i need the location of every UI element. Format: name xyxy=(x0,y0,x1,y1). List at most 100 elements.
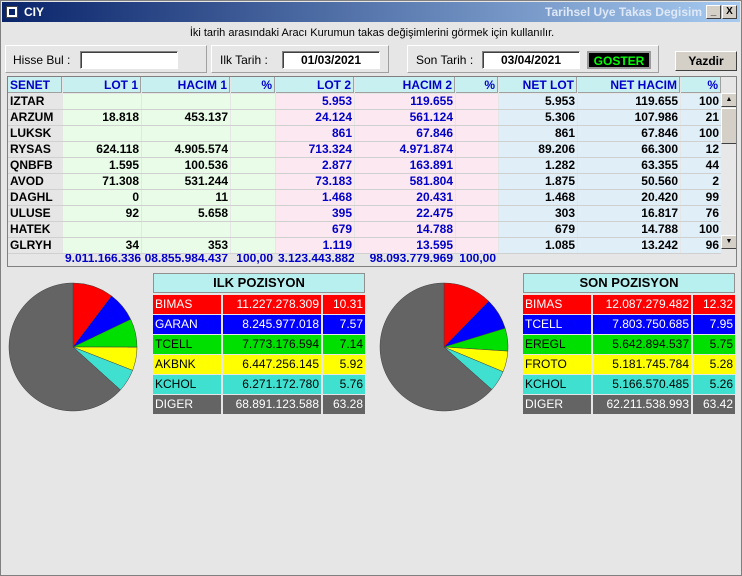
senet-cell: ARZUM xyxy=(10,110,54,124)
son-pozisyon-pie-chart xyxy=(379,282,509,412)
app-icon xyxy=(6,6,18,18)
ilk-pozisyon-row[interactable]: AKBNK 6.447.256.145 5.92 xyxy=(153,355,365,374)
column-header[interactable]: HACIM 1 xyxy=(142,77,230,93)
column-header[interactable]: % xyxy=(681,77,721,93)
column-header[interactable]: LOT 1 xyxy=(63,77,141,93)
position-value: 7.773.176.594 xyxy=(223,335,321,354)
scroll-thumb[interactable] xyxy=(721,108,736,144)
show-button[interactable]: GOSTER xyxy=(587,51,651,69)
value-cell: 100.536 xyxy=(142,158,230,173)
value-cell xyxy=(456,222,498,237)
position-name: EREGL xyxy=(523,335,591,354)
position-percent: 7.95 xyxy=(693,315,735,334)
column-header[interactable]: % xyxy=(231,77,275,93)
search-label: Hisse Bul : xyxy=(13,53,71,67)
value-cell: 353 xyxy=(142,238,230,253)
value-cell: 119.655 xyxy=(355,94,455,109)
son-pozisyon-row[interactable]: FROTO 5.181.745.784 5.28 xyxy=(523,355,735,374)
value-cell xyxy=(231,190,275,205)
position-name: DIGER xyxy=(523,395,591,414)
column-header[interactable]: SENET xyxy=(8,77,62,93)
value-cell xyxy=(231,206,275,221)
row-divider xyxy=(8,141,721,142)
value-cell: 71.308 xyxy=(63,174,141,189)
value-cell xyxy=(456,110,498,125)
ilk-pozisyon-row[interactable]: DIGER 68.891.123.588 63.28 xyxy=(153,395,365,414)
value-cell: 5.953 xyxy=(276,94,354,109)
scroll-down-icon[interactable]: ▼ xyxy=(721,235,736,249)
position-name: FROTO xyxy=(523,355,591,374)
position-percent: 12.32 xyxy=(693,295,735,314)
value-cell: 5.306 xyxy=(499,110,577,125)
value-cell: 561.124 xyxy=(355,110,455,125)
value-cell xyxy=(142,94,230,109)
value-cell xyxy=(63,222,141,237)
position-value: 5.642.894.537 xyxy=(593,335,691,354)
value-cell xyxy=(231,126,275,141)
value-cell xyxy=(456,142,498,157)
value-cell xyxy=(456,158,498,173)
total-cell: 9.011.166.336 xyxy=(65,251,141,265)
vertical-scrollbar[interactable]: ▲ ▼ xyxy=(721,93,736,249)
value-cell xyxy=(456,190,498,205)
column-header[interactable]: % xyxy=(456,77,498,93)
row-divider xyxy=(8,237,721,238)
senet-cell: HATEK xyxy=(10,222,51,236)
senet-cell: IZTAR xyxy=(10,94,45,108)
minimize-button[interactable]: _ xyxy=(706,5,721,19)
end-date-field[interactable]: 03/04/2021 xyxy=(482,51,580,69)
value-cell: 66.300 xyxy=(578,142,680,157)
senet-cell: AVOD xyxy=(10,174,44,188)
row-divider xyxy=(8,221,721,222)
ilk-pozisyon-row[interactable]: BIMAS 11.227.278.309 10.31 xyxy=(153,295,365,314)
senet-cell: DAGHL xyxy=(10,190,53,204)
ilk-pozisyon-row[interactable]: KCHOL 6.271.172.780 5.76 xyxy=(153,375,365,394)
value-cell: 24.124 xyxy=(276,110,354,125)
value-cell: 21 xyxy=(681,110,721,125)
row-divider xyxy=(8,109,721,110)
title-bar[interactable]: CIY Tarihsel Uye Takas Degisim _ X xyxy=(2,2,740,22)
value-cell: 92 xyxy=(63,206,141,221)
value-cell xyxy=(456,238,498,253)
position-percent: 7.57 xyxy=(323,315,365,334)
ilk-pozisyon-row[interactable]: TCELL 7.773.176.594 7.14 xyxy=(153,335,365,354)
value-cell: 20.420 xyxy=(578,190,680,205)
column-header[interactable]: NET LOT xyxy=(499,77,577,93)
scroll-up-icon[interactable]: ▲ xyxy=(721,93,736,107)
column-header[interactable]: HACIM 2 xyxy=(355,77,455,93)
total-cell: 3.123.443.882 xyxy=(278,251,354,265)
son-pozisyon-row[interactable]: BIMAS 12.087.279.482 12.32 xyxy=(523,295,735,314)
column-header[interactable]: LOT 2 xyxy=(276,77,354,93)
son-pozisyon-row[interactable]: TCELL 7.803.750.685 7.95 xyxy=(523,315,735,334)
value-cell: 67.846 xyxy=(355,126,455,141)
value-cell: 679 xyxy=(276,222,354,237)
value-cell xyxy=(231,158,275,173)
end-date-label: Son Tarih : xyxy=(416,53,474,67)
value-cell: 76 xyxy=(681,206,721,221)
position-name: BIMAS xyxy=(153,295,221,314)
search-input[interactable] xyxy=(80,51,178,69)
position-value: 5.181.745.784 xyxy=(593,355,691,374)
value-cell: 14.788 xyxy=(355,222,455,237)
senet-cell: ULUSE xyxy=(10,206,51,220)
value-cell: 63.355 xyxy=(578,158,680,173)
value-cell: 12 xyxy=(681,142,721,157)
total-cell: 98.093.779.969 xyxy=(369,251,453,265)
son-pozisyon-row[interactable]: EREGL 5.642.894.537 5.75 xyxy=(523,335,735,354)
takas-grid[interactable]: SENET LOT 1 HACIM 1% LOT 2 HACIM 2% NET LOT NE… xyxy=(7,76,737,267)
value-cell xyxy=(231,142,275,157)
position-value: 68.891.123.588 xyxy=(223,395,321,414)
close-button[interactable]: X xyxy=(722,5,737,19)
son-pozisyon-row[interactable]: DIGER 62.211.538.993 63.42 xyxy=(523,395,735,414)
start-date-field[interactable]: 01/03/2021 xyxy=(282,51,380,69)
senet-cell: QNBFB xyxy=(10,158,53,172)
print-button[interactable]: Yazdir xyxy=(675,51,737,71)
value-cell: 624.118 xyxy=(63,142,141,157)
value-cell: 5.658 xyxy=(142,206,230,221)
value-cell xyxy=(456,126,498,141)
position-value: 11.227.278.309 xyxy=(223,295,321,314)
son-pozisyon-row[interactable]: KCHOL 5.166.570.485 5.26 xyxy=(523,375,735,394)
position-percent: 5.76 xyxy=(323,375,365,394)
column-header[interactable]: NET HACIM xyxy=(578,77,680,93)
ilk-pozisyon-row[interactable]: GARAN 8.245.977.018 7.57 xyxy=(153,315,365,334)
